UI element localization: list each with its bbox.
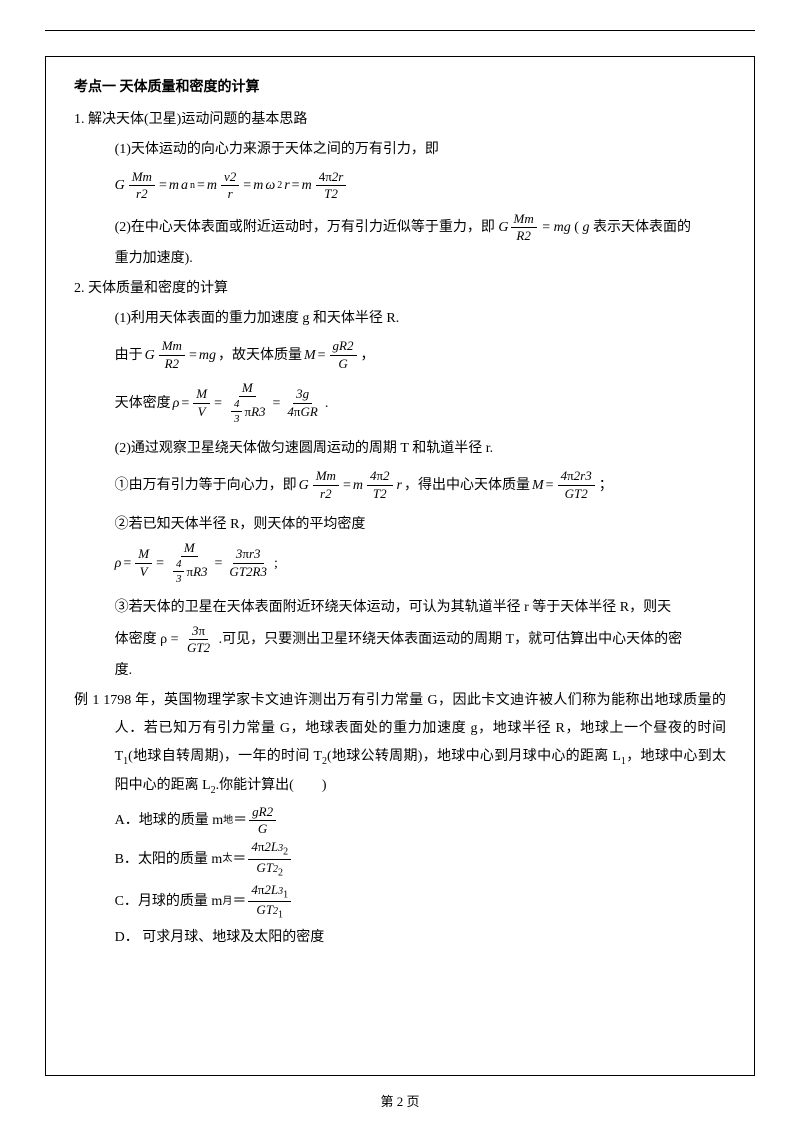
sec1-p2b: 重力加速度). bbox=[74, 245, 726, 273]
formula-centripetal: G Mm r2 = man = m v2 r = mω2r = m 4π2r T… bbox=[74, 170, 726, 202]
formula-density: 天体密度 ρ = M V = M 4 3 πR3 = 3 bbox=[74, 381, 726, 425]
option-a[interactable]: A． 地球的质量 m地 ＝ gR2 G bbox=[74, 805, 726, 837]
option-b[interactable]: B． 太阳的质量 m太 ＝ 4π2L32 GT22 bbox=[74, 840, 726, 878]
sec2-heading: 2. 天体质量和密度的计算 bbox=[74, 275, 726, 303]
sec1-p1: (1)天体运动的向心力来源于天体之间的万有引力，即 bbox=[74, 136, 726, 164]
option-d[interactable]: D． 可求月球、地球及太阳的密度 bbox=[74, 925, 726, 950]
example-text: 例 1 1798 年，英国物理学家卡文迪许测出万有引力常量 G，因此卡文迪许被人… bbox=[74, 687, 726, 801]
option-c[interactable]: C． 月球的质量 m月 ＝ 4π2L31 GT21 bbox=[74, 883, 726, 921]
sec2-p2: (2)通过观察卫星绕天体做匀速圆周运动的周期 T 和轨道半径 r. bbox=[74, 435, 726, 463]
sec2-c2: ②若已知天体半径 R，则天体的平均密度 bbox=[74, 511, 726, 539]
inline-GMmR2: G Mm R2 bbox=[498, 212, 538, 244]
top-rule bbox=[45, 30, 755, 31]
topic-title: 考点一 天体质量和密度的计算 bbox=[74, 75, 726, 100]
sec1-p2: (2)在中心天体表面或附近运动时，万有引力近似等于重力，即 G Mm R2 = … bbox=[74, 212, 726, 244]
sec2-c3a: ③若天体的卫星在天体表面附近环绕天体运动，可认为其轨道半径 r 等于天体半径 R… bbox=[74, 594, 726, 622]
frac-4pi2r-T2: 4π2r T2 bbox=[316, 170, 347, 202]
frac-v2-r: v2 r bbox=[221, 170, 239, 202]
formula-density-2: ρ = M V = M 4 3 πR3 = 3πr3 bbox=[74, 541, 726, 585]
sec2-c3d: 度. bbox=[74, 657, 726, 685]
sym-G: G bbox=[115, 173, 125, 198]
frac-Mm-r2: Mm r2 bbox=[129, 170, 155, 202]
example-label: 例 1 bbox=[74, 693, 103, 708]
sec1-heading: 1. 解决天体(卫星)运动问题的基本思路 bbox=[74, 106, 726, 134]
page: 考点一 天体质量和密度的计算 1. 解决天体(卫星)运动问题的基本思路 (1)天… bbox=[0, 0, 800, 1133]
page-footer: 第 2 页 bbox=[45, 1090, 755, 1113]
formula-mass-from-g: 由于 G Mm R2 = mg ，故天体质量 M = gR2 G ， bbox=[74, 339, 726, 371]
sec2-p1: (1)利用天体表面的重力加速度 g 和天体半径 R. bbox=[74, 305, 726, 333]
sec2-c3b: 体密度 ρ = 3π GT2 .可见，只要测出卫星环绕天体表面运动的周期 T，就… bbox=[74, 624, 726, 656]
formula-mass-from-T: ①由万有引力等于向心力，即 G Mm r2 = m 4π2 T2 r ，得出中心… bbox=[74, 469, 726, 501]
content-box: 考点一 天体质量和密度的计算 1. 解决天体(卫星)运动问题的基本思路 (1)天… bbox=[45, 56, 755, 1076]
